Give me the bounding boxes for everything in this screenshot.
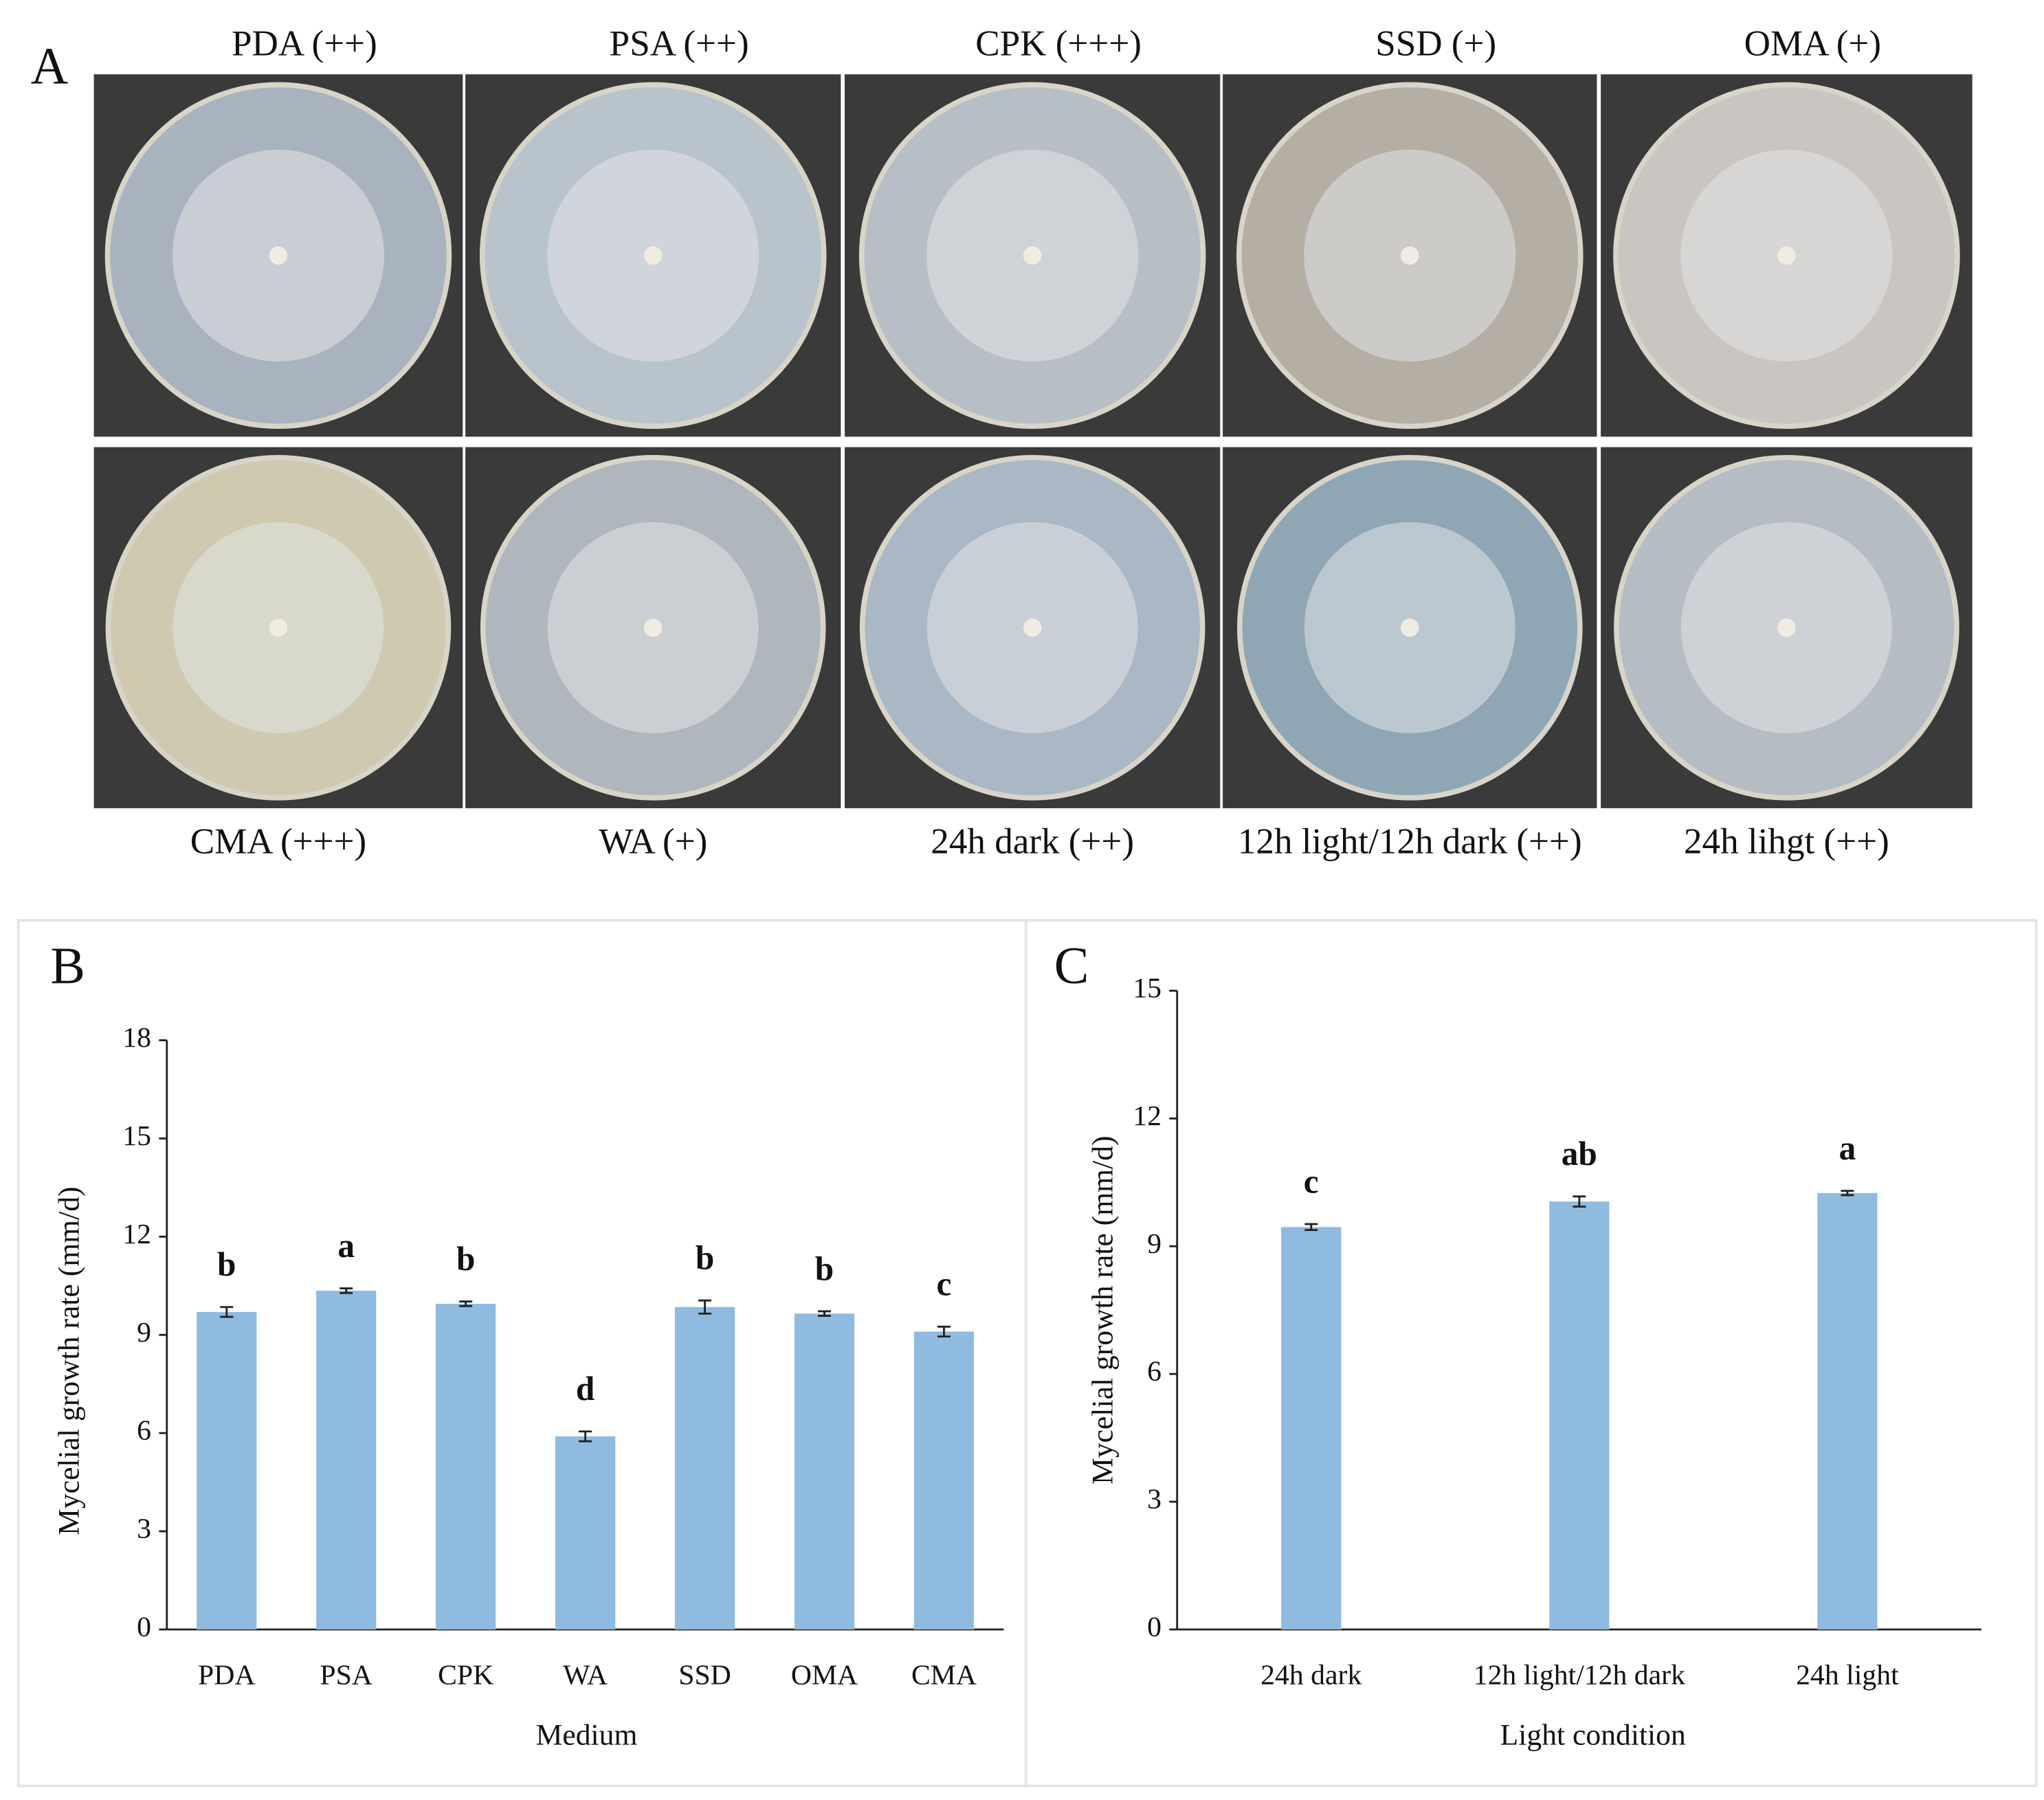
inoculum — [643, 619, 663, 637]
y-tick-label: 0 — [137, 1611, 151, 1643]
error-bar — [579, 1430, 592, 1443]
significance-letter: b — [815, 1249, 834, 1287]
y-tick-label: 3 — [137, 1513, 151, 1545]
photo-label: OMA (+) — [1744, 23, 1882, 63]
y-tick-label: 3 — [1147, 1484, 1162, 1515]
inoculum — [1023, 619, 1042, 637]
bar — [555, 1436, 616, 1630]
inoculum — [1777, 246, 1796, 265]
photo-label: 24h dark (++) — [931, 821, 1134, 861]
inoculum — [269, 619, 288, 637]
y-tick-label: 0 — [1147, 1611, 1162, 1643]
error-bar — [937, 1325, 951, 1338]
y-tick-label: 15 — [122, 1120, 151, 1152]
error-bar — [1841, 1190, 1854, 1197]
bar — [913, 1331, 975, 1630]
significance-letter: ab — [1562, 1135, 1597, 1173]
photo-label: PSA (++) — [610, 23, 749, 63]
photo-label: CMA (+++) — [190, 821, 367, 861]
significance-letter: a — [1839, 1129, 1856, 1167]
y-tick-label: 12 — [1133, 1100, 1162, 1132]
y-tick-label: 9 — [1147, 1228, 1162, 1260]
x-tick-label: PDA — [198, 1660, 255, 1691]
x-tick-label: 24h light — [1796, 1660, 1899, 1691]
significance-letter: a — [337, 1227, 355, 1265]
panel-label: A — [31, 38, 69, 96]
significance-letter: d — [576, 1370, 595, 1408]
bar — [794, 1313, 855, 1630]
y-tick-label: 15 — [1133, 973, 1162, 1004]
x-axis-label: Light condition — [1500, 1718, 1686, 1751]
bar — [316, 1290, 377, 1630]
photo-label: SSD (+) — [1375, 23, 1496, 63]
error-bar — [1573, 1195, 1586, 1208]
bar — [1549, 1201, 1610, 1630]
x-tick-label: CPK — [438, 1660, 493, 1691]
photo-label: 12h light/12h dark (++) — [1238, 821, 1582, 861]
bar — [1281, 1227, 1342, 1630]
photo-label: 24h lihgt (++) — [1684, 821, 1889, 861]
significance-letter: b — [217, 1245, 236, 1283]
bar — [1817, 1192, 1878, 1630]
panel-label: B — [50, 937, 85, 995]
bar — [674, 1307, 735, 1630]
error-bar — [698, 1299, 712, 1315]
y-axis-label: Mycelial growth rate (mm/d) — [1086, 1135, 1119, 1484]
x-tick-label: SSD — [678, 1660, 731, 1691]
x-axis-label: Medium — [536, 1718, 638, 1751]
x-tick-label: PSA — [320, 1660, 373, 1691]
significance-letter: b — [696, 1239, 714, 1277]
y-tick-label: 12 — [122, 1219, 151, 1250]
y-tick-label: 6 — [137, 1415, 151, 1447]
panel-label: C — [1054, 937, 1089, 995]
error-bar — [220, 1306, 234, 1318]
inoculum — [1777, 619, 1796, 637]
inoculum — [269, 246, 288, 265]
photo-label: WA (+) — [599, 821, 707, 861]
bar — [197, 1311, 257, 1630]
error-bar — [1304, 1223, 1318, 1232]
x-tick-label: WA — [563, 1660, 608, 1691]
photo-label: PDA (++) — [232, 23, 377, 63]
inoculum — [643, 246, 663, 265]
bar — [436, 1303, 496, 1630]
significance-letter: c — [937, 1265, 952, 1303]
inoculum — [1023, 246, 1042, 265]
photo-label: CPK (+++) — [975, 23, 1142, 63]
x-tick-label: 12h light/12h dark — [1474, 1660, 1685, 1691]
y-axis-label: Mycelial growth rate (mm/d) — [52, 1186, 85, 1535]
y-tick-label: 9 — [137, 1317, 151, 1348]
error-bar — [818, 1310, 832, 1318]
inoculum — [1400, 619, 1419, 637]
significance-letter: c — [1304, 1162, 1319, 1200]
x-tick-label: OMA — [791, 1660, 858, 1691]
y-tick-label: 6 — [1147, 1356, 1162, 1388]
significance-letter: b — [456, 1240, 475, 1278]
y-tick-label: 18 — [122, 1022, 151, 1054]
error-bar — [340, 1287, 353, 1294]
x-tick-label: 24h dark — [1260, 1660, 1362, 1691]
error-bar — [459, 1300, 473, 1307]
x-tick-label: CMA — [911, 1660, 977, 1691]
inoculum — [1400, 246, 1419, 265]
